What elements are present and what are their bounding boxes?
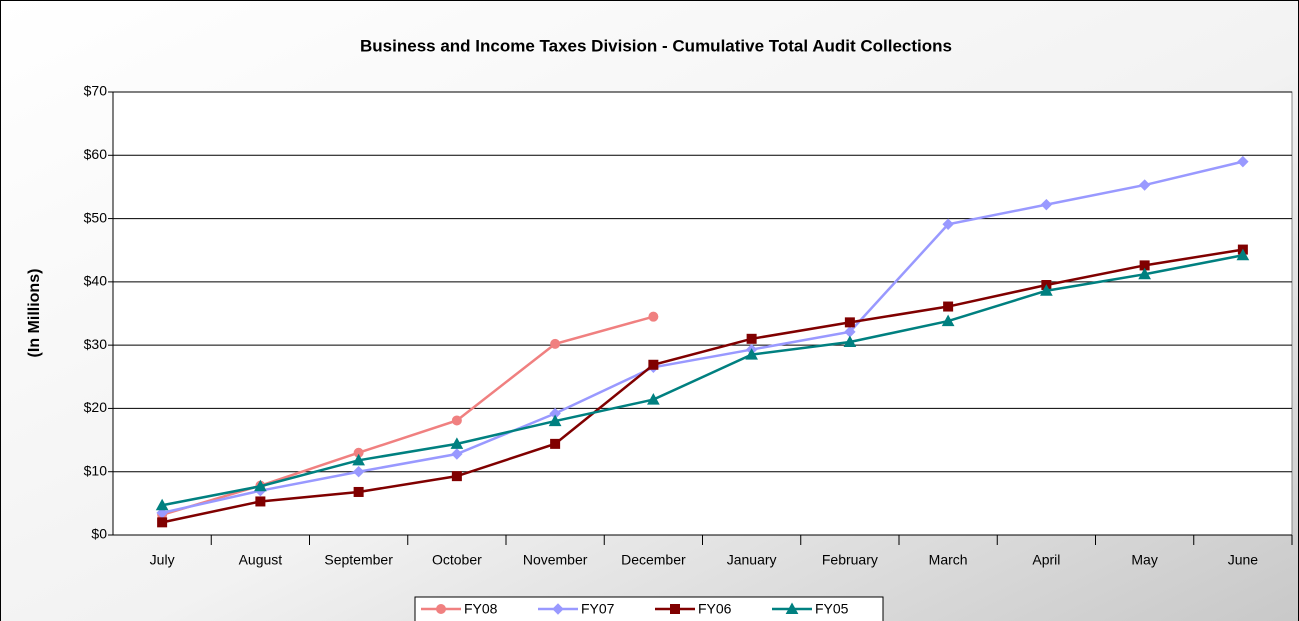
legend-label: FY05 <box>815 601 849 617</box>
y-tick-label: $30 <box>84 336 108 352</box>
marker <box>648 359 659 370</box>
y-tick-label: $40 <box>84 273 108 289</box>
marker <box>450 437 464 449</box>
y-tick-label: $20 <box>84 399 108 415</box>
y-tick-label: $0 <box>91 526 107 542</box>
x-tick-label: September <box>324 552 393 568</box>
series-line <box>161 248 1244 524</box>
x-tick-label: February <box>822 552 878 568</box>
marker <box>942 218 954 230</box>
marker <box>648 311 659 322</box>
chart-title: Business and Income Taxes Division - Cum… <box>360 36 952 55</box>
x-tick-label: December <box>621 552 686 568</box>
marker <box>155 498 169 511</box>
marker <box>352 466 365 478</box>
x-tick-label: May <box>1131 552 1157 568</box>
marker <box>844 317 855 328</box>
series-line <box>161 160 1244 515</box>
legend-marker <box>785 602 799 614</box>
marker <box>352 453 365 466</box>
marker <box>254 479 267 492</box>
marker <box>941 314 955 327</box>
marker <box>1138 179 1151 191</box>
legend-label: FY07 <box>581 601 615 617</box>
x-tick-label: July <box>150 552 175 568</box>
x-tick-label: April <box>1032 552 1060 568</box>
x-tick-label: August <box>239 552 283 568</box>
legend-marker <box>436 604 446 614</box>
legend-label: FY08 <box>464 601 498 617</box>
marker <box>1236 248 1250 261</box>
y-tick-label: $70 <box>84 83 108 99</box>
x-tick-label: June <box>1228 552 1259 568</box>
legend-marker <box>670 604 680 614</box>
marker <box>255 496 266 507</box>
marker <box>843 335 857 347</box>
marker <box>550 438 561 449</box>
marker <box>548 414 562 427</box>
y-tick-label: $10 <box>84 462 108 478</box>
y-axis-label: (In Millions) <box>26 269 43 358</box>
x-tick-label: March <box>929 552 968 568</box>
x-tick-label: November <box>523 552 588 568</box>
marker <box>451 471 462 482</box>
y-tick-label: $60 <box>84 146 108 162</box>
marker <box>943 301 954 312</box>
series-line <box>161 254 1244 507</box>
marker <box>745 348 758 360</box>
x-tick-label: January <box>727 552 777 568</box>
marker <box>647 393 660 405</box>
marker <box>353 486 364 497</box>
x-tick-label: October <box>432 552 482 568</box>
marker <box>746 333 757 344</box>
legend-marker <box>552 603 564 615</box>
marker <box>550 338 561 349</box>
marker <box>1040 284 1053 296</box>
marker <box>451 448 463 460</box>
legend-label: FY06 <box>698 601 732 617</box>
y-tick-label: $50 <box>84 209 108 225</box>
marker <box>451 415 462 426</box>
marker <box>1138 267 1151 280</box>
plot-area <box>112 91 1293 536</box>
marker <box>157 517 168 528</box>
marker <box>1040 198 1053 211</box>
marker <box>1237 155 1249 168</box>
